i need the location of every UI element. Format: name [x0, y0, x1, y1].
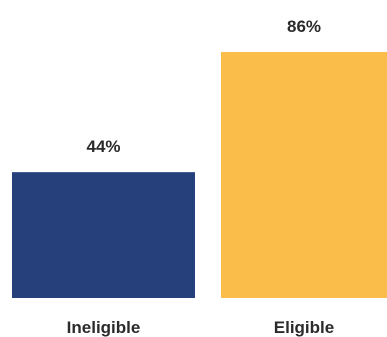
category-labels-group: Ineligible Eligible	[67, 318, 335, 337]
bars-group	[12, 52, 387, 298]
value-label-ineligible: 44%	[86, 137, 120, 156]
bar-eligible	[221, 52, 387, 298]
category-label-eligible: Eligible	[274, 318, 334, 337]
category-label-ineligible: Ineligible	[67, 318, 141, 337]
value-label-eligible: 86%	[287, 17, 321, 36]
bar-ineligible	[12, 172, 195, 298]
